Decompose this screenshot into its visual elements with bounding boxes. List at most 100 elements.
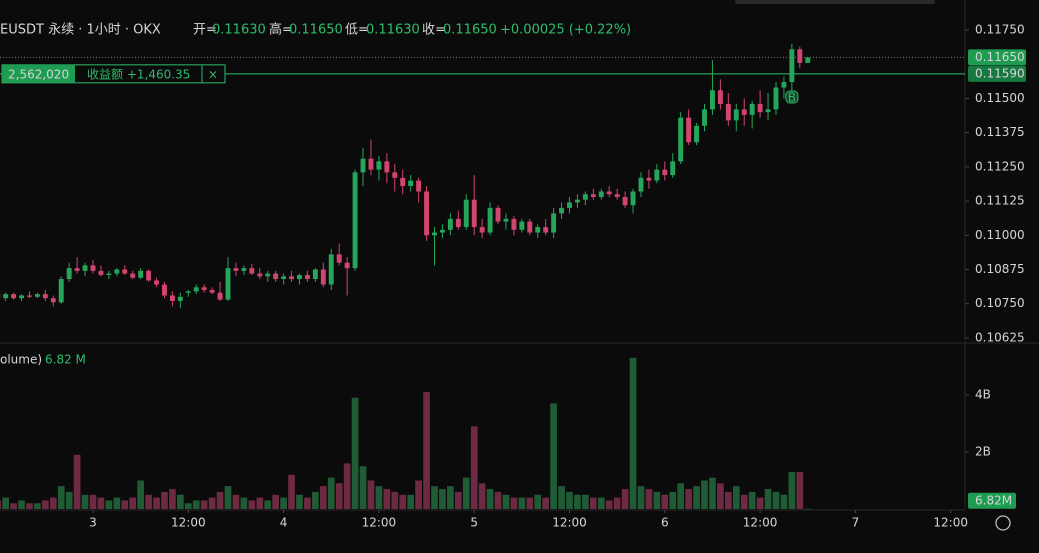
settings-icon[interactable] — [995, 515, 1011, 531]
position-close[interactable]: × — [208, 67, 218, 81]
candle-body — [241, 268, 247, 271]
candle-body — [312, 269, 318, 280]
candle-body — [511, 218, 517, 230]
volume-bar — [574, 494, 581, 509]
candle-body — [225, 268, 231, 300]
y2-tick-label: 2B — [975, 444, 991, 458]
y-tick-label: 0.11750 — [975, 23, 1025, 37]
x-tick-label: 12:00 — [362, 516, 397, 530]
volume-bar — [391, 491, 399, 509]
volume-bar — [629, 357, 637, 509]
trade-marker-label: B — [788, 91, 796, 105]
candle-body — [138, 270, 144, 278]
volume-bar — [351, 397, 359, 509]
volume-bar — [550, 403, 557, 509]
volume-bar — [510, 497, 518, 509]
volume-bar — [200, 500, 208, 509]
volume-bar — [169, 489, 176, 509]
candle-body — [162, 284, 167, 296]
legend-low-label: 低= — [345, 23, 369, 38]
volume-bar — [605, 500, 613, 509]
volume-bar — [264, 500, 272, 509]
candle-body — [400, 177, 406, 187]
candle-body — [439, 229, 445, 233]
x-tick-label: 12:00 — [552, 516, 587, 530]
volume-bar — [621, 489, 629, 509]
volume-bar — [2, 497, 9, 509]
volume-bar — [796, 471, 804, 509]
candle-body — [614, 194, 620, 197]
candle-body — [273, 273, 279, 280]
candle-body — [217, 292, 223, 300]
volume-legend-value: 6.82 M — [45, 353, 86, 367]
volume-bar — [97, 497, 105, 509]
volume-bar — [177, 494, 184, 509]
candle-body — [249, 268, 255, 274]
volume-bar — [502, 494, 510, 509]
legend-close: 0.11650 — [443, 23, 497, 38]
volume-bar — [57, 486, 65, 509]
candle-body — [3, 294, 9, 299]
candle-body — [424, 191, 430, 236]
candle-body — [455, 218, 461, 228]
candle-body — [447, 218, 453, 230]
candle-body — [376, 161, 382, 170]
volume-bar — [685, 489, 692, 509]
candle-body — [479, 227, 485, 233]
position-price-tag-label: 0.11590 — [975, 66, 1025, 80]
volume-bar — [81, 494, 89, 509]
candle-body — [209, 290, 215, 293]
volume-bar — [383, 489, 391, 509]
legend-close-label: 收= — [422, 23, 446, 38]
volume-bar — [470, 426, 478, 509]
volume-bar — [343, 463, 351, 509]
volume-bar — [534, 494, 542, 509]
volume-bar — [129, 497, 137, 509]
candle-body — [58, 279, 64, 303]
y-tick-label: 0.11250 — [975, 159, 1025, 173]
candle-body — [90, 265, 96, 271]
candle-body — [19, 295, 24, 299]
toolbar-edge — [735, 0, 935, 4]
volume-bar — [248, 500, 256, 509]
candle-body — [66, 268, 72, 280]
candle-body — [328, 254, 334, 285]
volume-bar — [709, 477, 716, 509]
candle-body — [717, 90, 723, 104]
candle-body — [638, 177, 644, 192]
volume-bar — [653, 491, 661, 509]
candle-body — [789, 49, 795, 83]
candle-body — [360, 158, 366, 173]
candle-body — [622, 196, 628, 206]
candle-body — [146, 270, 152, 281]
volume-bar — [18, 500, 25, 509]
candle-body — [352, 172, 358, 269]
legend-open: 0.11630 — [212, 23, 266, 38]
volume-bar — [89, 494, 97, 509]
candle-body — [694, 125, 700, 143]
x-tick-label: 12:00 — [743, 516, 778, 530]
volume-bar — [780, 494, 788, 509]
position-pnl: 收益额 +1,460.35 — [87, 67, 190, 81]
candle-body — [463, 199, 469, 228]
volume-bar — [375, 486, 383, 509]
y-tick-label: 0.11000 — [975, 228, 1025, 242]
volume-bar — [161, 491, 168, 509]
volume-bar — [494, 491, 502, 509]
candle-body — [154, 280, 159, 285]
volume-legend-name: olume) — [0, 353, 42, 367]
candle-body — [27, 295, 32, 297]
volume-bar — [431, 486, 438, 509]
volume-bar — [272, 494, 279, 509]
candle-body — [320, 269, 326, 285]
legend-change: +0.00025 (+0.22%) — [500, 23, 631, 38]
y-tick-label: 0.11375 — [975, 125, 1025, 139]
position-price-tag — [968, 65, 1026, 82]
volume-bar — [732, 486, 740, 509]
volume-bar — [304, 497, 311, 509]
candle-body — [289, 276, 295, 280]
candle-body — [678, 117, 684, 162]
candle-body — [408, 180, 414, 187]
